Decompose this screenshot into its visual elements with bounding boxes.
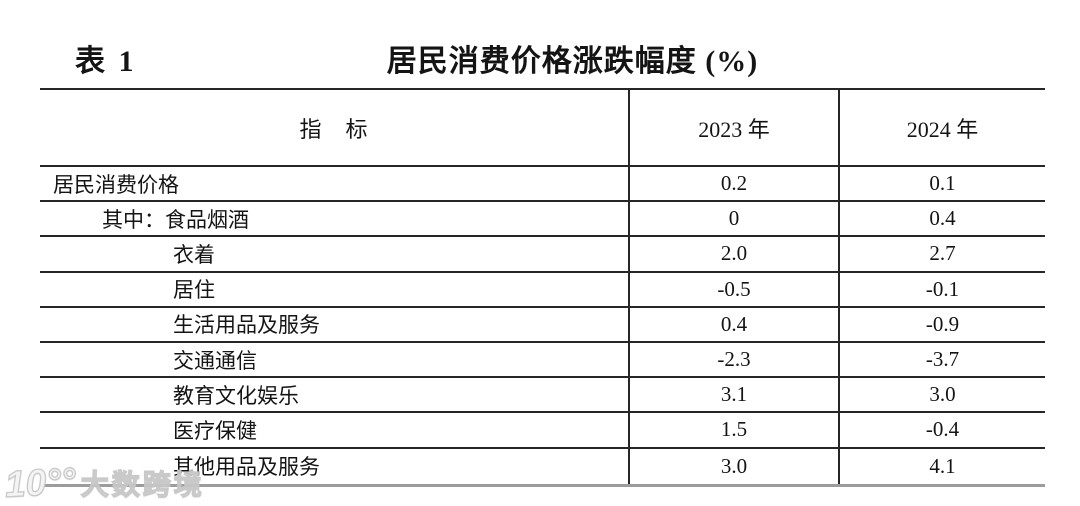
- indicator-cell: 其中：食品烟酒: [102, 207, 249, 232]
- table-header-row: 指 标 2023 年 2024 年: [40, 90, 1045, 167]
- table-row: 交通通信 -2.3 -3.7: [40, 342, 1045, 379]
- value-2024-cell: -0.4: [838, 413, 1045, 447]
- value-2024-cell: 3.0: [838, 378, 1045, 412]
- value-2024-cell: -0.9: [838, 307, 1045, 341]
- indicator-cell: 居民消费价格: [53, 172, 179, 197]
- indicator-cell: 其他用品及服务: [173, 455, 320, 480]
- value-2024-cell: 4.1: [838, 448, 1045, 484]
- value-2023-cell: 2.0: [628, 237, 838, 271]
- value-2024-cell: 0.1: [838, 167, 1045, 201]
- indicator-cell: 衣着: [173, 242, 215, 267]
- value-2024-cell: -0.1: [838, 272, 1045, 306]
- table-row: 其他用品及服务 3.0 4.1: [40, 448, 1045, 484]
- value-2023-cell: 0.4: [628, 307, 838, 341]
- table-row: 医疗保健 1.5 -0.4: [40, 413, 1045, 449]
- table-row: 教育文化娱乐 3.1 3.0: [40, 378, 1045, 414]
- table-row: 衣着 2.0 2.7: [40, 237, 1045, 273]
- page-title: 居民消费价格涨跌幅度 (%): [386, 45, 759, 78]
- indicator-cell: 医疗保健: [173, 418, 257, 443]
- value-2023-cell: 3.1: [628, 378, 838, 412]
- table-number-label: 表 1: [75, 45, 137, 78]
- indicator-cell: 教育文化娱乐: [173, 383, 299, 408]
- value-2024-cell: 0.4: [838, 202, 1045, 236]
- table-row: 生活用品及服务 0.4 -0.9: [40, 307, 1045, 343]
- table-row: 其中：食品烟酒 0 0.4: [40, 202, 1045, 238]
- indicator-cell: 生活用品及服务: [173, 313, 320, 338]
- value-2023-cell: 3.0: [628, 448, 838, 484]
- col-header-2023: 2023 年: [628, 90, 838, 165]
- value-2023-cell: 0.2: [628, 167, 838, 201]
- table-row: 居民消费价格 0.2 0.1: [40, 167, 1045, 203]
- value-2024-cell: -3.7: [838, 342, 1045, 377]
- indicator-cell: 交通通信: [173, 348, 257, 373]
- col-header-2024: 2024 年: [838, 90, 1045, 165]
- table-body: 居民消费价格 0.2 0.1 其中：食品烟酒 0 0.4 衣着 2.0 2.7 居住 -0.5 -0.…: [40, 167, 1045, 484]
- value-2023-cell: -2.3: [628, 342, 838, 377]
- value-2023-cell: 0: [628, 202, 838, 236]
- cpi-table: 指 标 2023 年 2024 年 居民消费价格 0.2 0.1 其中：食品烟酒 0 0.…: [40, 88, 1045, 487]
- value-2024-cell: 2.7: [838, 237, 1045, 271]
- indicator-cell: 居住: [173, 278, 215, 303]
- table-row: 居住 -0.5 -0.1: [40, 272, 1045, 308]
- title-bar: 表 1 居民消费价格涨跌幅度 (%): [40, 34, 1045, 80]
- value-2023-cell: 1.5: [628, 413, 838, 447]
- col-header-indicator: 指 标: [299, 116, 369, 142]
- value-2023-cell: -0.5: [628, 272, 838, 306]
